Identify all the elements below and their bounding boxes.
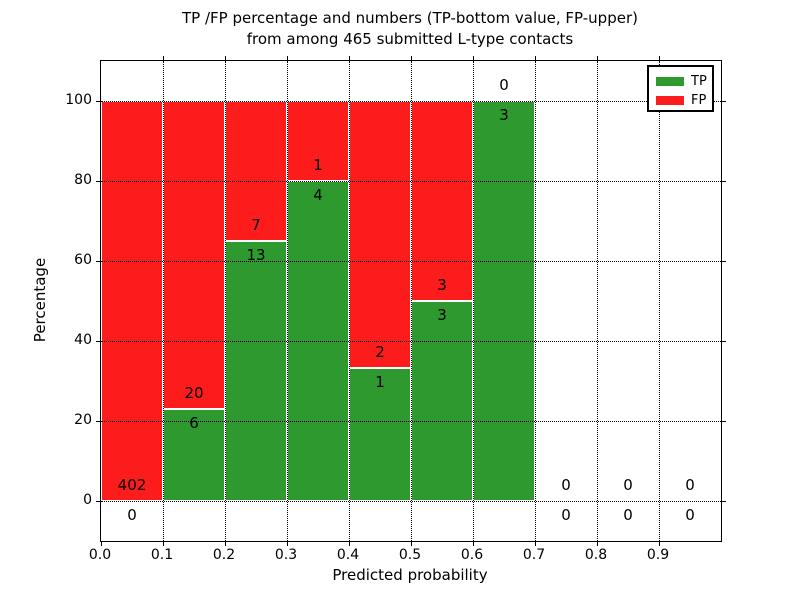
x-tick-mark	[162, 541, 164, 546]
y-tick-mark-right	[721, 340, 726, 342]
tp-bar-segment	[225, 241, 287, 501]
tp-bar-segment	[473, 101, 535, 501]
y-tick-label: 20	[74, 412, 92, 428]
fp-count-label: 0	[685, 476, 695, 494]
v-gridline	[473, 61, 474, 541]
tp-count-label: 1	[375, 372, 385, 391]
x-tick-mark	[100, 541, 102, 546]
x-tick-label: 0.1	[150, 547, 174, 563]
x-tick-mark-top	[348, 56, 350, 61]
x-tick-label: 0.6	[460, 547, 484, 563]
fp-count-label: 1	[313, 156, 323, 174]
x-tick-mark-top	[286, 56, 288, 61]
x-tick-mark-top	[658, 56, 660, 61]
tp-count-label: 0	[685, 506, 695, 524]
x-tick-mark	[410, 541, 412, 546]
fp-bar-segment	[411, 101, 473, 301]
tp-count-label: 3	[499, 106, 509, 124]
y-tick-label: 100	[65, 92, 92, 108]
y-axis-label: Percentage	[31, 257, 49, 343]
plot-area: 402 0 20 6 7 13 1 4 2 1 3 3 0 3 0 0 0 0 0 0	[96, 56, 726, 546]
y-tick-label: 60	[74, 252, 92, 268]
x-tick-label: 0.8	[584, 547, 608, 563]
y-tick-label: 40	[74, 332, 92, 348]
y-tick-mark	[96, 340, 101, 342]
fp-bar-segment	[101, 101, 163, 501]
y-tick-mark	[96, 500, 101, 502]
fp-bar-segment	[163, 101, 225, 409]
v-gridline	[349, 61, 350, 541]
x-tick-mark-top	[410, 56, 412, 61]
v-gridline	[287, 61, 288, 541]
fp-count-label: 7	[251, 216, 261, 234]
tp-count-label: 3	[437, 306, 447, 324]
tp-swatch-icon	[656, 77, 684, 86]
legend: TP FP	[647, 65, 714, 112]
legend-entry-tp: TP	[649, 72, 712, 91]
v-gridline	[225, 61, 226, 541]
y-tick-mark-right	[721, 500, 726, 502]
y-tick-label: 0	[83, 492, 92, 508]
y-tick-mark	[96, 100, 101, 102]
x-axis-label: Predicted probability	[332, 566, 488, 584]
x-tick-label: 0.2	[212, 547, 236, 563]
chart-title-line1: TP /FP percentage and numbers (TP-bottom…	[182, 9, 638, 27]
fp-count-label: 0	[499, 76, 509, 94]
x-tick-label: 0.9	[646, 547, 670, 563]
y-tick-mark	[96, 180, 101, 182]
y-tick-mark-right	[721, 180, 726, 182]
x-tick-label: 0.5	[398, 547, 422, 563]
y-tick-mark-right	[721, 260, 726, 262]
y-tick-mark-right	[721, 100, 726, 102]
x-tick-label: 0.7	[522, 547, 546, 563]
fp-count-label: 402	[117, 476, 147, 494]
x-tick-label: 0.0	[88, 547, 112, 563]
legend-label-fp: FP	[691, 93, 707, 108]
v-gridline	[659, 61, 660, 541]
x-tick-mark-top	[162, 56, 164, 61]
chart-title: TP /FP percentage and numbers (TP-bottom…	[100, 8, 720, 50]
x-tick-mark	[348, 541, 350, 546]
x-tick-label: 0.3	[274, 547, 298, 563]
fp-count-label: 20	[184, 383, 204, 402]
x-tick-mark	[224, 541, 226, 546]
fp-bar-segment	[349, 101, 411, 368]
tp-bar-segment	[411, 301, 473, 501]
y-tick-label: 80	[74, 172, 92, 188]
tp-count-label: 0	[127, 506, 137, 524]
fp-count-label: 3	[437, 276, 447, 294]
tp-count-label: 0	[561, 506, 571, 524]
x-tick-label: 0.4	[336, 547, 360, 563]
v-gridline	[411, 61, 412, 541]
legend-entry-fp: FP	[649, 91, 712, 110]
tp-count-label: 0	[623, 506, 633, 524]
v-gridline	[597, 61, 598, 541]
fp-bar-segment	[225, 101, 287, 241]
fp-bar-segment	[287, 101, 349, 181]
fp-swatch-icon	[656, 96, 684, 105]
x-tick-mark-top	[596, 56, 598, 61]
x-tick-mark	[596, 541, 598, 546]
x-tick-mark-top	[472, 56, 474, 61]
fp-count-label: 0	[561, 476, 571, 494]
fp-count-label: 2	[375, 342, 385, 361]
tp-count-label: 6	[189, 413, 199, 432]
x-tick-mark-top	[534, 56, 536, 61]
fp-count-label: 0	[623, 476, 633, 494]
v-gridline	[163, 61, 164, 541]
tp-count-label: 13	[246, 246, 266, 264]
y-tick-mark-right	[721, 420, 726, 422]
v-gridline	[535, 61, 536, 541]
x-tick-mark	[472, 541, 474, 546]
x-tick-mark-top	[224, 56, 226, 61]
x-tick-mark	[286, 541, 288, 546]
x-tick-mark	[658, 541, 660, 546]
x-tick-mark	[534, 541, 536, 546]
tp-count-label: 4	[313, 186, 323, 204]
y-tick-mark	[96, 420, 101, 422]
chart-title-line2: from among 465 submitted L-type contacts	[246, 30, 574, 48]
y-tick-mark	[96, 260, 101, 262]
legend-label-tp: TP	[691, 74, 707, 89]
